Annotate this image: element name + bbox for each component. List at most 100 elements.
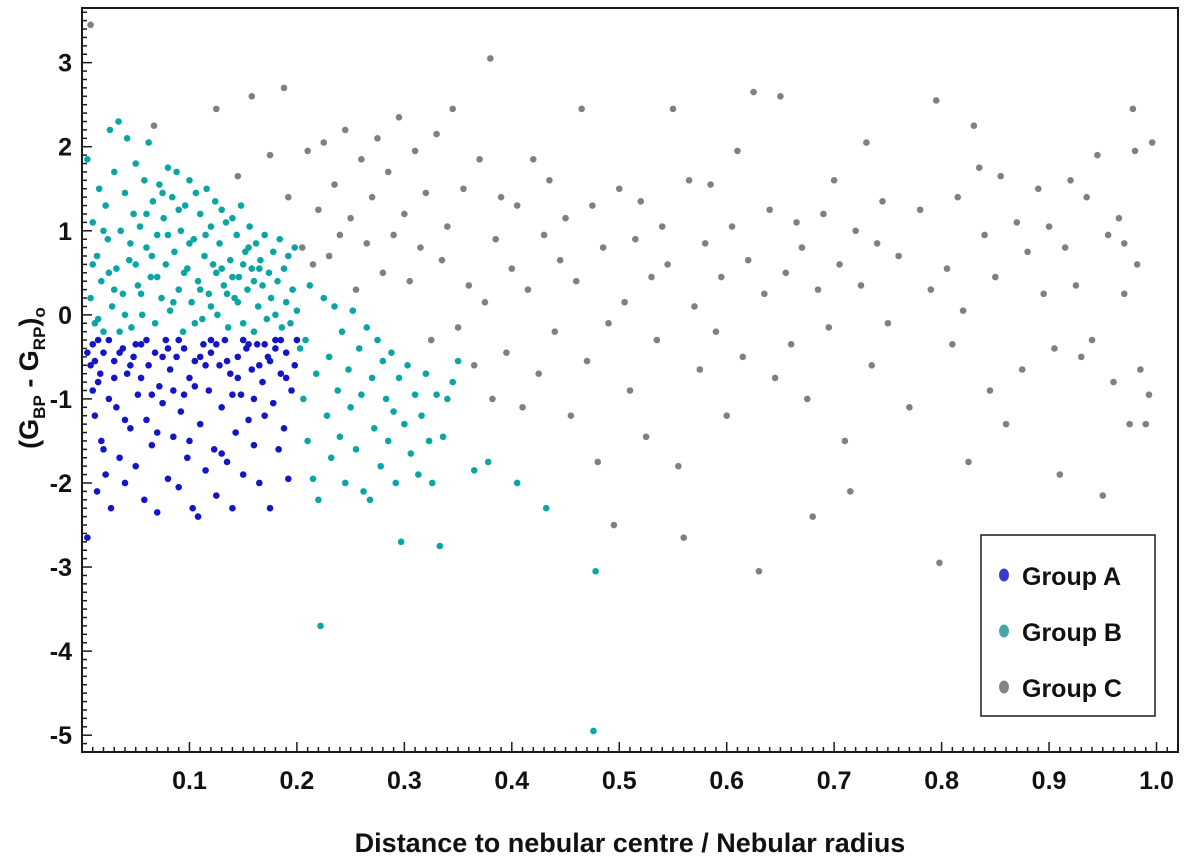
point-group-b (123, 135, 131, 142)
point-group-c (680, 534, 688, 541)
point-group-b (454, 357, 462, 365)
point-group-a (177, 408, 185, 415)
point-group-b (261, 231, 268, 239)
point-group-a (159, 399, 166, 407)
point-group-b (168, 193, 176, 201)
point-group-b (160, 214, 167, 222)
point-group-c (707, 181, 714, 188)
point-group-b (164, 231, 172, 239)
point-group-b (259, 282, 266, 289)
point-group-c (368, 193, 376, 201)
point-group-c (761, 290, 768, 298)
point-group-b (125, 256, 133, 264)
point-group-a (148, 391, 156, 399)
point-group-c (1145, 391, 1153, 399)
point-group-b (181, 202, 189, 209)
point-group-c (750, 88, 757, 96)
legend-marker (999, 624, 1009, 638)
point-group-c (723, 412, 731, 420)
point-group-c (1035, 185, 1042, 193)
point-group-c (599, 244, 607, 251)
point-group-b (428, 479, 436, 487)
point-group-c (470, 361, 478, 369)
axis-ticks (82, 11, 1169, 753)
point-group-a (162, 336, 170, 344)
point-group-b (320, 294, 328, 302)
point-group-c (959, 307, 967, 314)
point-group-c (1061, 244, 1069, 251)
point-group-c (895, 252, 902, 260)
point-group-c (1129, 105, 1137, 113)
point-group-c (508, 265, 516, 272)
point-group-c (868, 361, 876, 369)
point-group-a (226, 370, 234, 377)
point-group-c (540, 231, 548, 239)
point-group-c (248, 92, 256, 100)
point-group-b (171, 248, 178, 256)
point-group-b (106, 126, 114, 134)
point-group-a (91, 412, 99, 420)
point-group-b (194, 277, 202, 285)
point-group-b (513, 479, 521, 487)
point-group-c (965, 458, 972, 466)
point-group-b (404, 361, 411, 369)
point-group-b (188, 298, 195, 306)
point-group-b (341, 479, 349, 487)
point-group-c (615, 185, 623, 193)
point-group-c (658, 223, 666, 230)
point-group-c (1148, 139, 1156, 146)
point-group-c (150, 122, 158, 129)
point-group-b (439, 433, 447, 441)
y-tick-label: 0 (58, 302, 72, 330)
x-tick-label: 1.0 (1139, 767, 1174, 795)
point-group-b (422, 370, 430, 377)
point-group-a (255, 479, 263, 487)
point-group-b (100, 227, 107, 235)
point-group-b (199, 315, 206, 323)
y-axis-title-text: (GBP - GRP)o (14, 307, 49, 449)
point-group-b (377, 462, 385, 470)
point-group-c (605, 319, 612, 327)
point-group-c (417, 244, 424, 251)
point-group-b (239, 319, 247, 327)
point-group-b (117, 227, 124, 235)
point-group-b (250, 277, 258, 285)
point-group-c (427, 336, 435, 344)
point-group-a (143, 416, 150, 424)
point-group-a (98, 437, 105, 445)
point-group-c (949, 340, 956, 348)
y-tick-label: -3 (50, 554, 72, 582)
point-group-b (164, 164, 172, 172)
point-group-a (170, 387, 177, 394)
point-group-a (186, 374, 193, 382)
point-group-b (287, 319, 294, 327)
point-group-a (96, 370, 104, 377)
point-group-b (104, 235, 112, 243)
point-group-b (196, 210, 204, 218)
point-group-a (223, 458, 231, 466)
point-group-b (116, 328, 123, 335)
point-group-c (562, 214, 569, 222)
point-group-c (863, 139, 870, 146)
point-group-a (175, 483, 183, 491)
x-tick-label: 0.1 (172, 767, 207, 795)
point-group-a (153, 509, 161, 516)
point-group-c (734, 147, 741, 155)
point-group-c (685, 177, 693, 184)
point-group-b (213, 269, 220, 277)
point-group-b (128, 324, 135, 331)
point-group-b (102, 202, 109, 209)
point-group-c (1137, 366, 1144, 373)
point-group-a (213, 492, 220, 499)
point-group-b (87, 294, 94, 302)
point-group-a (89, 387, 97, 394)
point-group-b (338, 328, 346, 335)
point-group-c (1077, 353, 1085, 361)
point-group-a (151, 349, 159, 356)
point-group-c (325, 252, 333, 260)
point-group-a (248, 366, 256, 373)
point-group-c (1072, 282, 1080, 289)
point-group-c (280, 84, 288, 92)
point-group-b (325, 353, 333, 361)
